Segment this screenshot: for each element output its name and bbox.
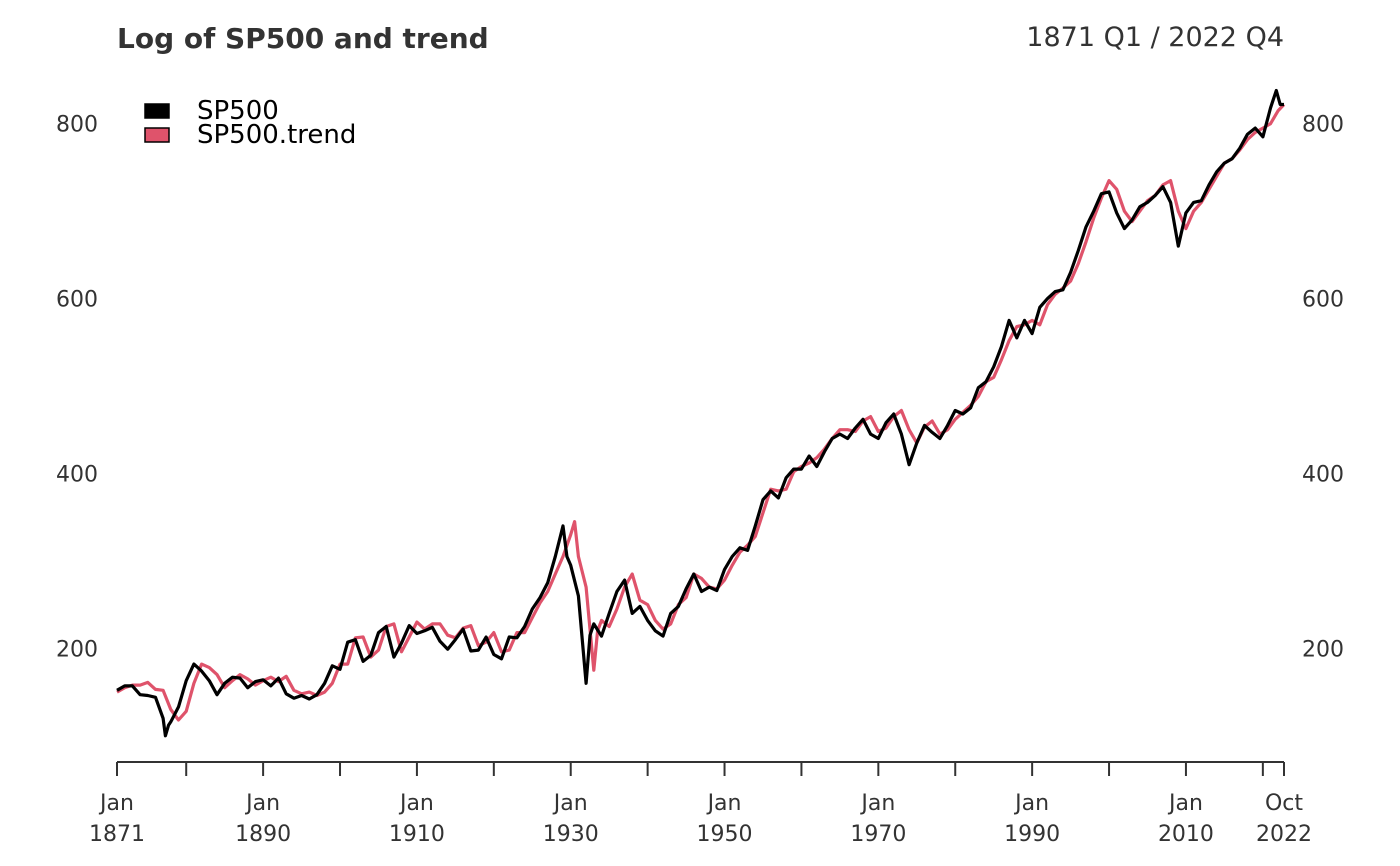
y-tick-label-left: 400 bbox=[56, 462, 98, 487]
y-tick-label-left: 600 bbox=[56, 288, 98, 313]
date-range-label: 1871 Q1 / 2022 Q4 bbox=[1026, 22, 1284, 53]
legend-label: SP500 bbox=[197, 96, 279, 126]
x-tick-label-year: 1990 bbox=[1004, 822, 1060, 847]
y-axis-right: 200 400 600 800 bbox=[1302, 113, 1344, 663]
x-tick-label-year: 1871 bbox=[89, 822, 145, 847]
x-tick-label-year: 1890 bbox=[235, 822, 291, 847]
x-tick-label-year: 1910 bbox=[389, 822, 445, 847]
x-tick-label-month: Jan bbox=[244, 791, 280, 816]
x-axis: Jan 1871 Jan 1890 Jan 1910 Jan 1930 Jan 1950 Jan 19… bbox=[89, 761, 1312, 847]
x-tick-label-year: 2022 bbox=[1256, 822, 1312, 847]
legend-label: SP500.trend bbox=[197, 120, 356, 150]
y-tick-label-left: 800 bbox=[56, 113, 98, 138]
y-tick-label-right: 200 bbox=[1302, 637, 1344, 662]
y-tick-label-left: 200 bbox=[56, 637, 98, 662]
x-tick-label-year: 1930 bbox=[543, 822, 599, 847]
x-tick-label-month: Jan bbox=[859, 791, 895, 816]
x-tick-label-month: Jan bbox=[98, 791, 134, 816]
x-tick-label-year: 2010 bbox=[1158, 822, 1214, 847]
x-tick-label-year: 1970 bbox=[850, 822, 906, 847]
x-tick-label-month: Jan bbox=[1013, 791, 1049, 816]
x-tick-label-month: Jan bbox=[398, 791, 434, 816]
series-lines bbox=[116, 88, 1286, 738]
x-tick-label-month: Jan bbox=[1167, 791, 1203, 816]
y-tick-label-right: 800 bbox=[1302, 113, 1344, 138]
y-tick-label-right: 400 bbox=[1302, 462, 1344, 487]
legend-swatch bbox=[144, 103, 170, 119]
chart-title: Log of SP500 and trend bbox=[117, 22, 489, 55]
series-line-sp500-trend bbox=[116, 103, 1286, 722]
legend-swatch bbox=[144, 127, 170, 143]
y-axis-left: 200 400 600 800 bbox=[56, 113, 98, 663]
y-tick-label-right: 600 bbox=[1302, 288, 1344, 313]
x-tick-label-year: 1950 bbox=[697, 822, 753, 847]
series-line-sp500 bbox=[116, 88, 1284, 738]
x-tick-label-month: Jan bbox=[552, 791, 588, 816]
x-tick-label-month: Jan bbox=[706, 791, 742, 816]
x-tick-label-month: Oct bbox=[1265, 791, 1303, 816]
